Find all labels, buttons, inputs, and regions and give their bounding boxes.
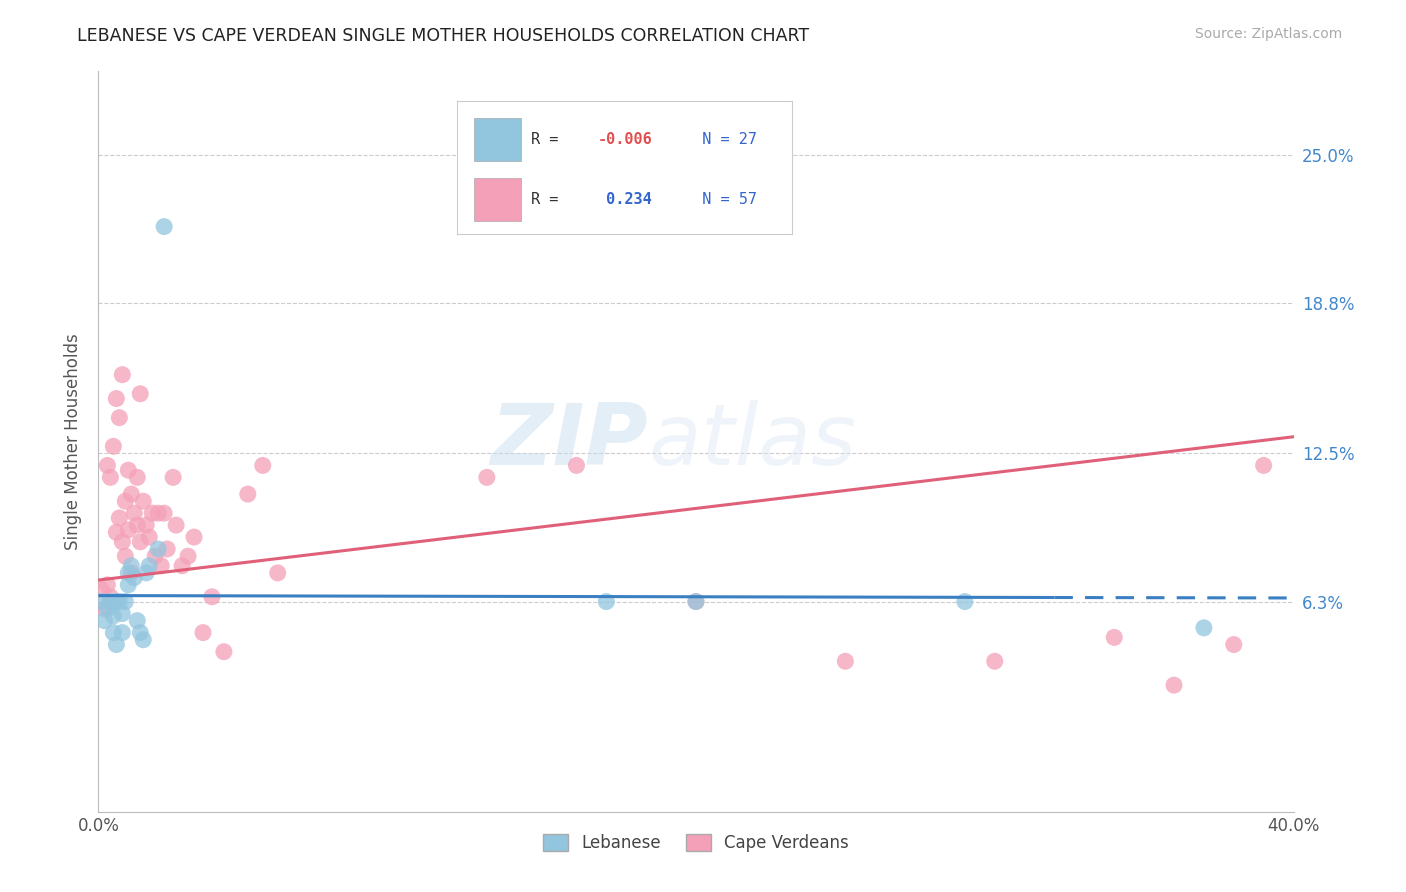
Point xyxy=(98,594,122,608)
Point xyxy=(135,566,157,580)
Text: atlas: atlas xyxy=(648,400,856,483)
Text: LEBANESE VS CAPE VERDEAN SINGLE MOTHER HOUSEHOLDS CORRELATION CHART: LEBANESE VS CAPE VERDEAN SINGLE MOTHER H… xyxy=(77,27,810,45)
Point xyxy=(685,594,707,608)
Point xyxy=(120,566,142,580)
Point xyxy=(172,558,194,573)
Point xyxy=(127,518,149,533)
Point xyxy=(96,601,118,615)
Point xyxy=(1192,621,1215,635)
Point xyxy=(953,594,976,608)
Point xyxy=(165,518,187,533)
Point xyxy=(565,458,588,473)
Point xyxy=(111,607,134,621)
Point xyxy=(1104,631,1126,645)
Point xyxy=(108,511,131,525)
Point xyxy=(595,594,617,608)
Point xyxy=(1253,458,1275,473)
Point xyxy=(90,594,112,608)
Point xyxy=(141,506,163,520)
Point xyxy=(148,506,170,520)
Point xyxy=(132,494,155,508)
Legend: Lebanese, Cape Verdeans: Lebanese, Cape Verdeans xyxy=(536,828,856,859)
Point xyxy=(153,219,176,234)
Point xyxy=(156,541,179,556)
Point xyxy=(96,578,118,592)
Point xyxy=(103,625,125,640)
Point xyxy=(124,506,146,520)
Point xyxy=(129,625,152,640)
Point xyxy=(177,549,200,564)
Point xyxy=(1163,678,1185,692)
Point xyxy=(103,608,125,623)
Point xyxy=(114,549,136,564)
Point xyxy=(117,566,139,580)
Point xyxy=(252,458,274,473)
Point xyxy=(201,590,224,604)
Point xyxy=(98,590,122,604)
Point xyxy=(114,494,136,508)
Point xyxy=(114,594,136,608)
Point xyxy=(834,654,856,668)
Point xyxy=(111,625,134,640)
Point xyxy=(191,625,214,640)
Point xyxy=(135,518,157,533)
Point xyxy=(93,614,115,628)
Point xyxy=(127,614,149,628)
Point xyxy=(96,458,118,473)
Point xyxy=(475,470,498,484)
Point xyxy=(236,487,259,501)
Point xyxy=(183,530,205,544)
Point xyxy=(138,558,160,573)
Point xyxy=(129,534,152,549)
Point xyxy=(108,410,131,425)
Point xyxy=(98,470,122,484)
Point xyxy=(105,392,128,406)
Point xyxy=(124,571,146,585)
Point xyxy=(132,632,155,647)
Point xyxy=(90,582,112,597)
Point xyxy=(153,506,176,520)
Point xyxy=(93,601,115,615)
Text: ZIP: ZIP xyxy=(491,400,648,483)
Point xyxy=(117,463,139,477)
Y-axis label: Single Mother Households: Single Mother Households xyxy=(65,334,83,549)
Point xyxy=(127,470,149,484)
Point xyxy=(103,439,125,453)
Point xyxy=(105,638,128,652)
Point xyxy=(143,549,166,564)
Point xyxy=(129,386,152,401)
Point xyxy=(984,654,1007,668)
Point xyxy=(685,594,707,608)
Text: Source: ZipAtlas.com: Source: ZipAtlas.com xyxy=(1195,27,1343,41)
Point xyxy=(162,470,184,484)
Point xyxy=(150,558,173,573)
Point xyxy=(111,534,134,549)
Point xyxy=(105,594,128,608)
Point xyxy=(1223,638,1246,652)
Point xyxy=(111,368,134,382)
Point xyxy=(212,645,235,659)
Point xyxy=(120,558,142,573)
Point xyxy=(148,541,170,556)
Point xyxy=(108,594,131,608)
Point xyxy=(117,523,139,537)
Point xyxy=(105,525,128,540)
Point xyxy=(120,487,142,501)
Point xyxy=(117,578,139,592)
Point xyxy=(138,530,160,544)
Point xyxy=(267,566,290,580)
